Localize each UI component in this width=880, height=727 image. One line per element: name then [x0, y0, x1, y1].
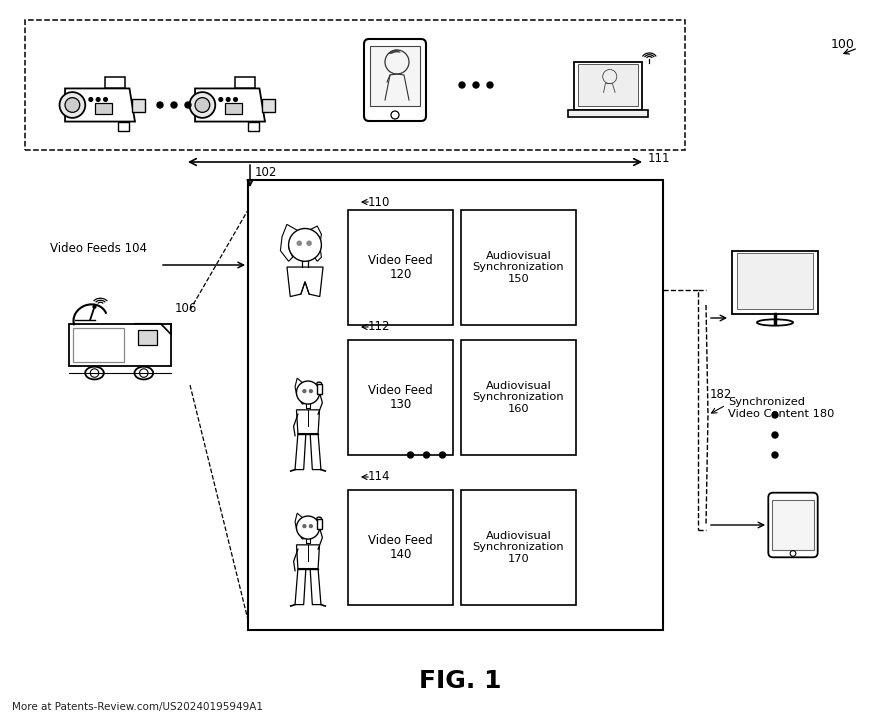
- Circle shape: [96, 97, 100, 101]
- Text: 106: 106: [175, 302, 197, 315]
- Circle shape: [289, 228, 321, 261]
- Bar: [119, 121, 129, 131]
- Text: Video Feeds 104: Video Feeds 104: [50, 241, 147, 254]
- Text: FIG. 1: FIG. 1: [419, 669, 502, 693]
- Bar: [461, 340, 576, 455]
- Bar: [225, 103, 242, 114]
- Circle shape: [157, 102, 163, 108]
- Text: Synchronized
Video Content 180: Synchronized Video Content 180: [728, 397, 834, 419]
- Text: 114: 114: [368, 470, 391, 483]
- Text: Audiovisual
Synchronization
150: Audiovisual Synchronization 150: [473, 251, 564, 284]
- Text: Audiovisual
Synchronization
170: Audiovisual Synchronization 170: [473, 531, 564, 564]
- Bar: [69, 324, 171, 366]
- Bar: [348, 340, 453, 455]
- Circle shape: [219, 97, 223, 101]
- Bar: [248, 180, 663, 630]
- Ellipse shape: [757, 319, 793, 326]
- Circle shape: [310, 525, 312, 528]
- Bar: [25, 20, 685, 150]
- FancyBboxPatch shape: [768, 493, 818, 558]
- Circle shape: [303, 390, 306, 393]
- Circle shape: [297, 241, 301, 245]
- Polygon shape: [281, 225, 298, 261]
- Bar: [317, 384, 322, 394]
- Circle shape: [185, 102, 191, 108]
- Polygon shape: [65, 89, 135, 121]
- Polygon shape: [295, 513, 305, 539]
- Polygon shape: [287, 267, 323, 297]
- Circle shape: [772, 412, 778, 418]
- Bar: [568, 110, 648, 117]
- Bar: [95, 103, 112, 114]
- Bar: [138, 330, 157, 345]
- Text: 112: 112: [368, 321, 391, 334]
- Circle shape: [297, 516, 319, 539]
- Text: 110: 110: [368, 196, 391, 209]
- Bar: [348, 210, 453, 325]
- Text: 111: 111: [648, 151, 671, 164]
- Bar: [772, 500, 814, 550]
- Circle shape: [60, 92, 85, 118]
- Circle shape: [303, 525, 306, 528]
- Circle shape: [189, 92, 216, 118]
- Bar: [461, 210, 576, 325]
- Text: Video Feed
120: Video Feed 120: [368, 254, 433, 281]
- Text: More at Patents-Review.com/US20240195949A1: More at Patents-Review.com/US20240195949…: [12, 702, 263, 712]
- Circle shape: [407, 452, 414, 458]
- Polygon shape: [195, 89, 265, 121]
- Circle shape: [297, 381, 319, 404]
- Bar: [132, 100, 145, 113]
- Circle shape: [226, 97, 230, 101]
- Circle shape: [307, 241, 312, 245]
- Circle shape: [772, 452, 778, 458]
- Circle shape: [487, 82, 493, 88]
- Bar: [737, 253, 813, 309]
- Bar: [732, 251, 818, 313]
- Circle shape: [195, 97, 209, 113]
- Bar: [574, 62, 642, 110]
- Polygon shape: [309, 226, 321, 261]
- Text: 182: 182: [710, 388, 732, 401]
- Circle shape: [171, 102, 177, 108]
- Circle shape: [473, 82, 479, 88]
- Bar: [348, 490, 453, 605]
- Circle shape: [310, 390, 312, 393]
- Polygon shape: [295, 378, 305, 404]
- Polygon shape: [297, 545, 319, 569]
- Bar: [73, 328, 124, 362]
- Polygon shape: [295, 569, 306, 605]
- Text: 100: 100: [831, 39, 855, 52]
- Bar: [461, 490, 576, 605]
- Polygon shape: [310, 569, 321, 605]
- Circle shape: [234, 97, 238, 101]
- Text: Audiovisual
Synchronization
160: Audiovisual Synchronization 160: [473, 381, 564, 414]
- Circle shape: [92, 305, 97, 309]
- Circle shape: [104, 97, 107, 101]
- Circle shape: [772, 432, 778, 438]
- Bar: [262, 100, 275, 113]
- Circle shape: [65, 97, 80, 113]
- Bar: [370, 46, 420, 106]
- Bar: [235, 77, 255, 89]
- Text: Video Feed
140: Video Feed 140: [368, 534, 433, 561]
- Text: Video Feed
130: Video Feed 130: [368, 384, 433, 411]
- Bar: [578, 64, 638, 105]
- Circle shape: [423, 452, 429, 458]
- Polygon shape: [310, 433, 321, 470]
- FancyBboxPatch shape: [364, 39, 426, 121]
- Circle shape: [89, 97, 92, 101]
- Bar: [248, 121, 260, 131]
- Bar: [317, 519, 322, 529]
- Text: 102: 102: [255, 166, 277, 179]
- Bar: [105, 77, 125, 89]
- Polygon shape: [295, 433, 306, 470]
- Circle shape: [439, 452, 445, 458]
- Polygon shape: [297, 410, 319, 433]
- Circle shape: [459, 82, 465, 88]
